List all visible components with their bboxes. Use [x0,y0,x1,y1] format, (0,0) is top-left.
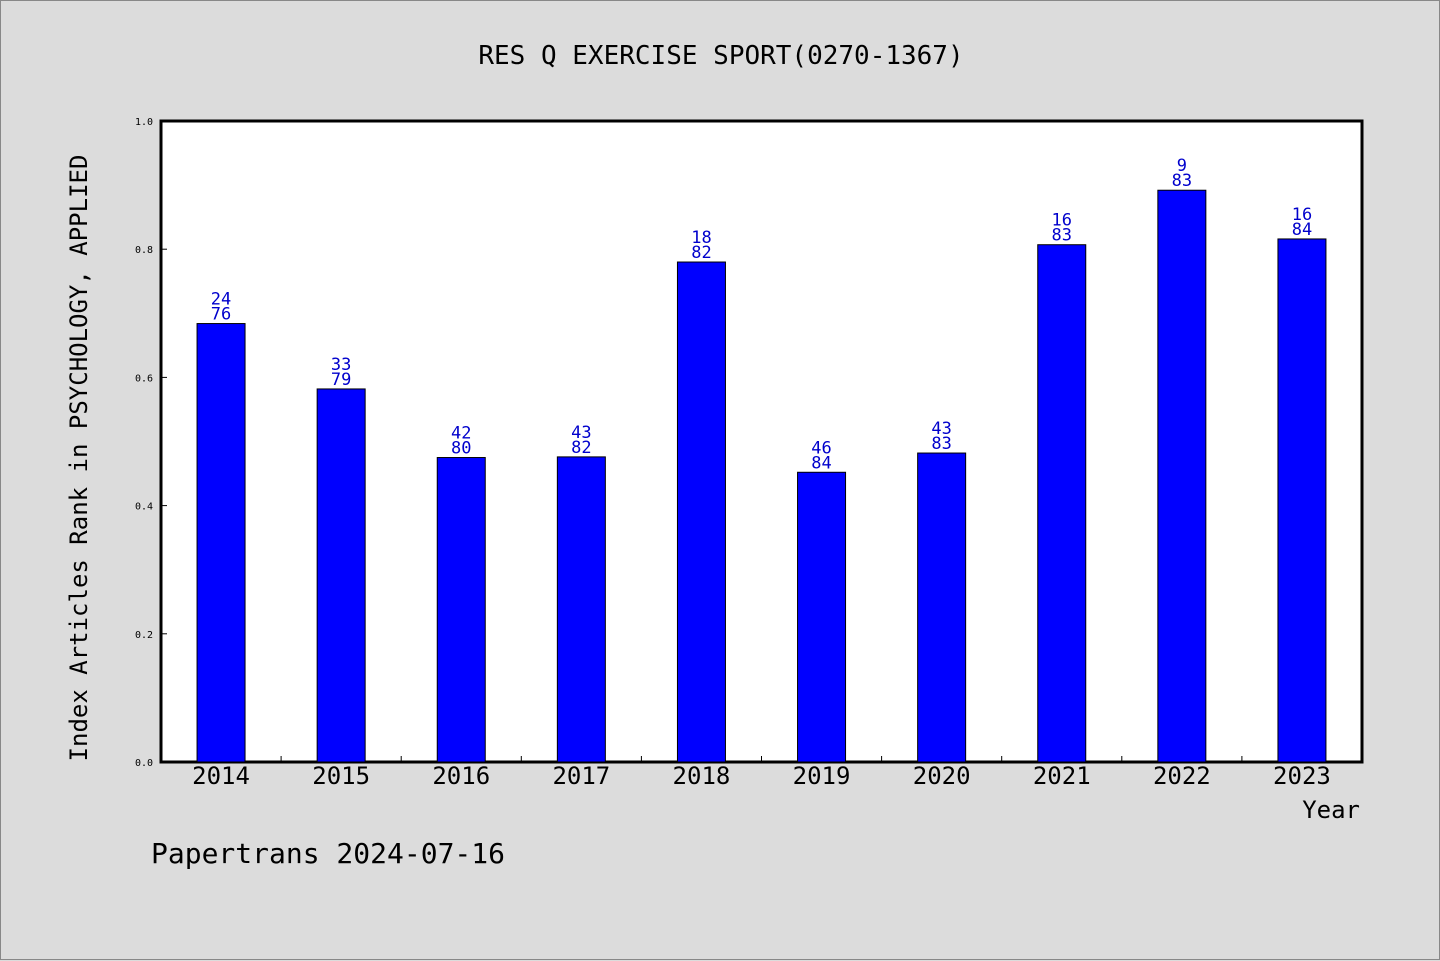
bar-2014 [196,323,246,763]
bar-rank-label: 46 [811,438,831,458]
bar-2023 [1277,238,1327,763]
bar-total-label: 79 [331,370,351,390]
bar-rank-label: 43 [571,423,591,443]
bar-total-label: 84 [1292,220,1312,240]
x-tick-label: 2020 [913,762,971,790]
bar-total-label: 82 [691,243,711,263]
x-tick-label: 2018 [673,762,731,790]
bar-total-label: 76 [211,305,231,325]
bar-2020 [917,452,967,763]
bar-total-label: 83 [1172,171,1192,191]
x-tick-label: 2021 [1033,762,1091,790]
bar-rank-label: 16 [1292,205,1312,225]
bar-total-label: 84 [811,453,831,473]
bar-rank-label: 16 [1052,211,1072,231]
bar-rank-label: 9 [1177,156,1187,176]
bar-total-label: 83 [1052,226,1072,246]
x-tick-label: 2019 [793,762,851,790]
bar-2016 [436,457,486,763]
bar-2019 [797,471,847,763]
y-axis: 0.0 0.2 0.4 0.6 0.8 1.0 [135,117,167,769]
bar-rank-label: 43 [931,419,951,439]
bar-total-label: 83 [931,434,951,454]
bar-rank-label: 33 [331,355,351,375]
x-axis: 2014 2015 2016 2017 2018 2019 2020 2021 2022 2023 [192,756,1331,790]
y-axis-label: Index Articles Rank in PSYCHOLOGY, APPLI… [65,155,93,762]
footer-watermark: Papertrans 2024-07-16 [151,837,505,870]
bar-2015 [316,388,366,763]
y-tick-label: 0.4 [135,502,153,513]
bar-rank-label: 42 [451,424,471,444]
x-tick-label: 2022 [1153,762,1211,790]
chart-title: RES Q EXERCISE SPORT(0270-1367) [478,41,963,71]
y-tick-label: 0.6 [135,373,153,384]
bar-rank-label: 18 [691,228,711,248]
bar-2021 [1037,244,1087,763]
bar-total-label: 82 [571,438,591,458]
y-tick-label: 0.0 [135,758,153,769]
y-tick-label: 1.0 [135,117,153,128]
bar-2017 [556,456,606,763]
y-tick-label: 0.2 [135,630,153,641]
y-tick-label: 0.8 [135,245,153,256]
x-tick-label: 2016 [432,762,490,790]
bar-2018 [676,261,726,763]
x-tick-label: 2014 [192,762,250,790]
bar-2022 [1157,189,1207,763]
x-tick-label: 2023 [1273,762,1331,790]
x-axis-label: Year [1302,796,1360,824]
x-tick-label: 2017 [552,762,610,790]
x-tick-label: 2015 [312,762,370,790]
bar-total-label: 80 [451,439,471,459]
bar-rank-label: 24 [211,290,231,310]
